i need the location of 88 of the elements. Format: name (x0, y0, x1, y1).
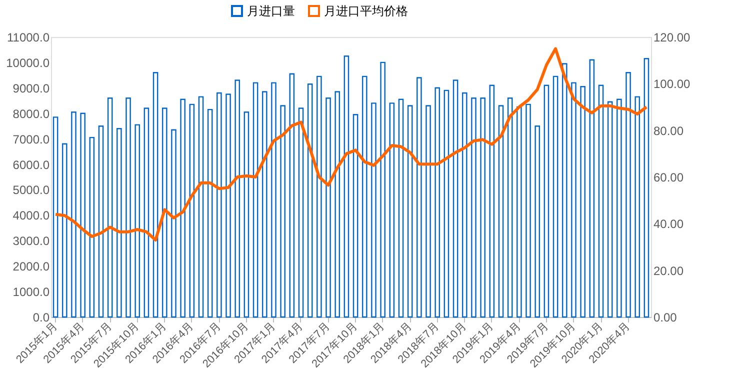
y-tick-label: 0.0 (32, 310, 50, 324)
bar (298, 108, 304, 318)
y-tick-label: 4000.0 (12, 208, 50, 223)
bar (407, 105, 413, 318)
bar (98, 125, 104, 318)
bar (452, 80, 458, 318)
bar (534, 125, 540, 318)
bar (80, 112, 86, 318)
bar (562, 63, 568, 318)
bar (371, 102, 376, 318)
bar (607, 101, 613, 318)
bar (489, 84, 495, 318)
y-tick-label: 10000.0 (6, 56, 50, 70)
bar (244, 111, 250, 318)
bar (316, 76, 322, 318)
bar (352, 114, 358, 318)
bar (289, 73, 295, 318)
bar (480, 97, 486, 318)
bar (344, 55, 350, 318)
y-tick-label: 2000.0 (12, 260, 50, 274)
bar (89, 136, 95, 318)
bar (634, 96, 640, 318)
y-tick-label: 5000.0 (12, 183, 50, 198)
bar (152, 72, 158, 318)
bar (544, 84, 550, 318)
bar (262, 91, 268, 318)
bar (589, 59, 595, 318)
y2-tick-label: 0.00 (654, 310, 678, 324)
bar (234, 80, 240, 318)
bar (516, 106, 522, 318)
bar (62, 143, 68, 318)
bar (180, 98, 186, 318)
bar (198, 96, 204, 318)
y2-tick-label: 80.00 (654, 124, 684, 138)
bar (389, 102, 395, 318)
bar (398, 98, 404, 318)
bar (498, 105, 504, 318)
bar (426, 105, 431, 318)
bar (416, 77, 422, 318)
bar (462, 92, 468, 318)
y-tick-label: 11000.0 (7, 30, 50, 44)
line-series (54, 47, 648, 242)
bar (162, 108, 168, 318)
bar (434, 87, 440, 318)
bar (189, 104, 195, 318)
y-tick-label: 3000.0 (12, 234, 50, 248)
bar (380, 62, 386, 318)
bar (644, 58, 650, 318)
bar (616, 98, 622, 318)
y2-tick-label: 120.00 (654, 30, 691, 44)
bar (507, 97, 513, 318)
bar (116, 128, 122, 318)
bar (207, 108, 213, 318)
bar (334, 91, 340, 318)
legend-label: 月进口平均价格 (324, 4, 408, 18)
bar (598, 84, 604, 318)
y-tick-label: 7000.0 (12, 132, 50, 146)
y-tick-label: 9000.0 (12, 81, 50, 96)
y2-tick-label: 60.00 (654, 170, 684, 184)
bar (626, 72, 631, 318)
y-tick-label: 6000.0 (12, 158, 50, 172)
legend-label: 月进口量 (247, 4, 295, 18)
bar (571, 82, 576, 318)
bar (144, 108, 150, 318)
y-tick-label: 1000.0 (12, 285, 50, 300)
bar (252, 82, 258, 318)
bar (280, 105, 286, 318)
bar (107, 97, 113, 318)
bar (71, 111, 76, 318)
bar (171, 129, 176, 318)
bar (271, 82, 276, 318)
bar (526, 104, 531, 318)
bar (216, 92, 222, 318)
bar (471, 97, 476, 318)
bar (580, 86, 586, 318)
y-tick-label: 8000.0 (12, 106, 50, 121)
bar (362, 76, 368, 318)
bar (126, 97, 131, 318)
bar (52, 116, 58, 318)
y2-tick-label: 40.00 (654, 217, 684, 232)
y2-tick-label: 20.00 (654, 264, 684, 278)
bar (444, 90, 450, 318)
bar (307, 83, 313, 318)
bar (326, 97, 331, 318)
bar (134, 124, 140, 318)
bar (226, 94, 231, 318)
bar (552, 76, 558, 318)
y2-tick-label: 100.00 (654, 77, 691, 92)
